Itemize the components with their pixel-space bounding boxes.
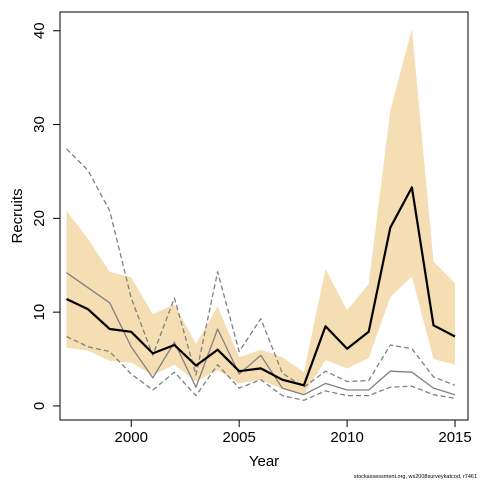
x-tick-label: 2015 — [438, 429, 471, 446]
y-tick-label: 0 — [31, 402, 48, 410]
y-tick-label: 30 — [31, 116, 48, 133]
confidence-band — [66, 28, 455, 395]
series-line-estimate — [66, 186, 456, 387]
plot-frame — [59, 11, 469, 421]
y-tick-label: 10 — [31, 304, 48, 321]
series-line-comparison — [66, 272, 456, 396]
series-line-comparison-lower — [66, 335, 456, 401]
x-tick-label: 2010 — [330, 429, 363, 446]
series-line-comparison-upper — [66, 148, 456, 388]
x-tick-label: 2005 — [222, 429, 255, 446]
confidence-band-layer — [66, 28, 455, 395]
x-axis-title: Year — [249, 453, 279, 470]
y-tick-label: 20 — [31, 210, 48, 227]
y-tick-label: 40 — [31, 22, 48, 39]
x-tick-label: 2000 — [115, 429, 148, 446]
series-layer — [66, 148, 456, 401]
x-axis: 2000 2005 2010 2015 — [115, 420, 472, 446]
credit-note: stockassessment.org, ws2008surveykatcod,… — [354, 474, 477, 480]
y-axis-title: Recruits — [9, 188, 26, 243]
y-axis: 0 10 20 30 40 — [31, 22, 60, 410]
